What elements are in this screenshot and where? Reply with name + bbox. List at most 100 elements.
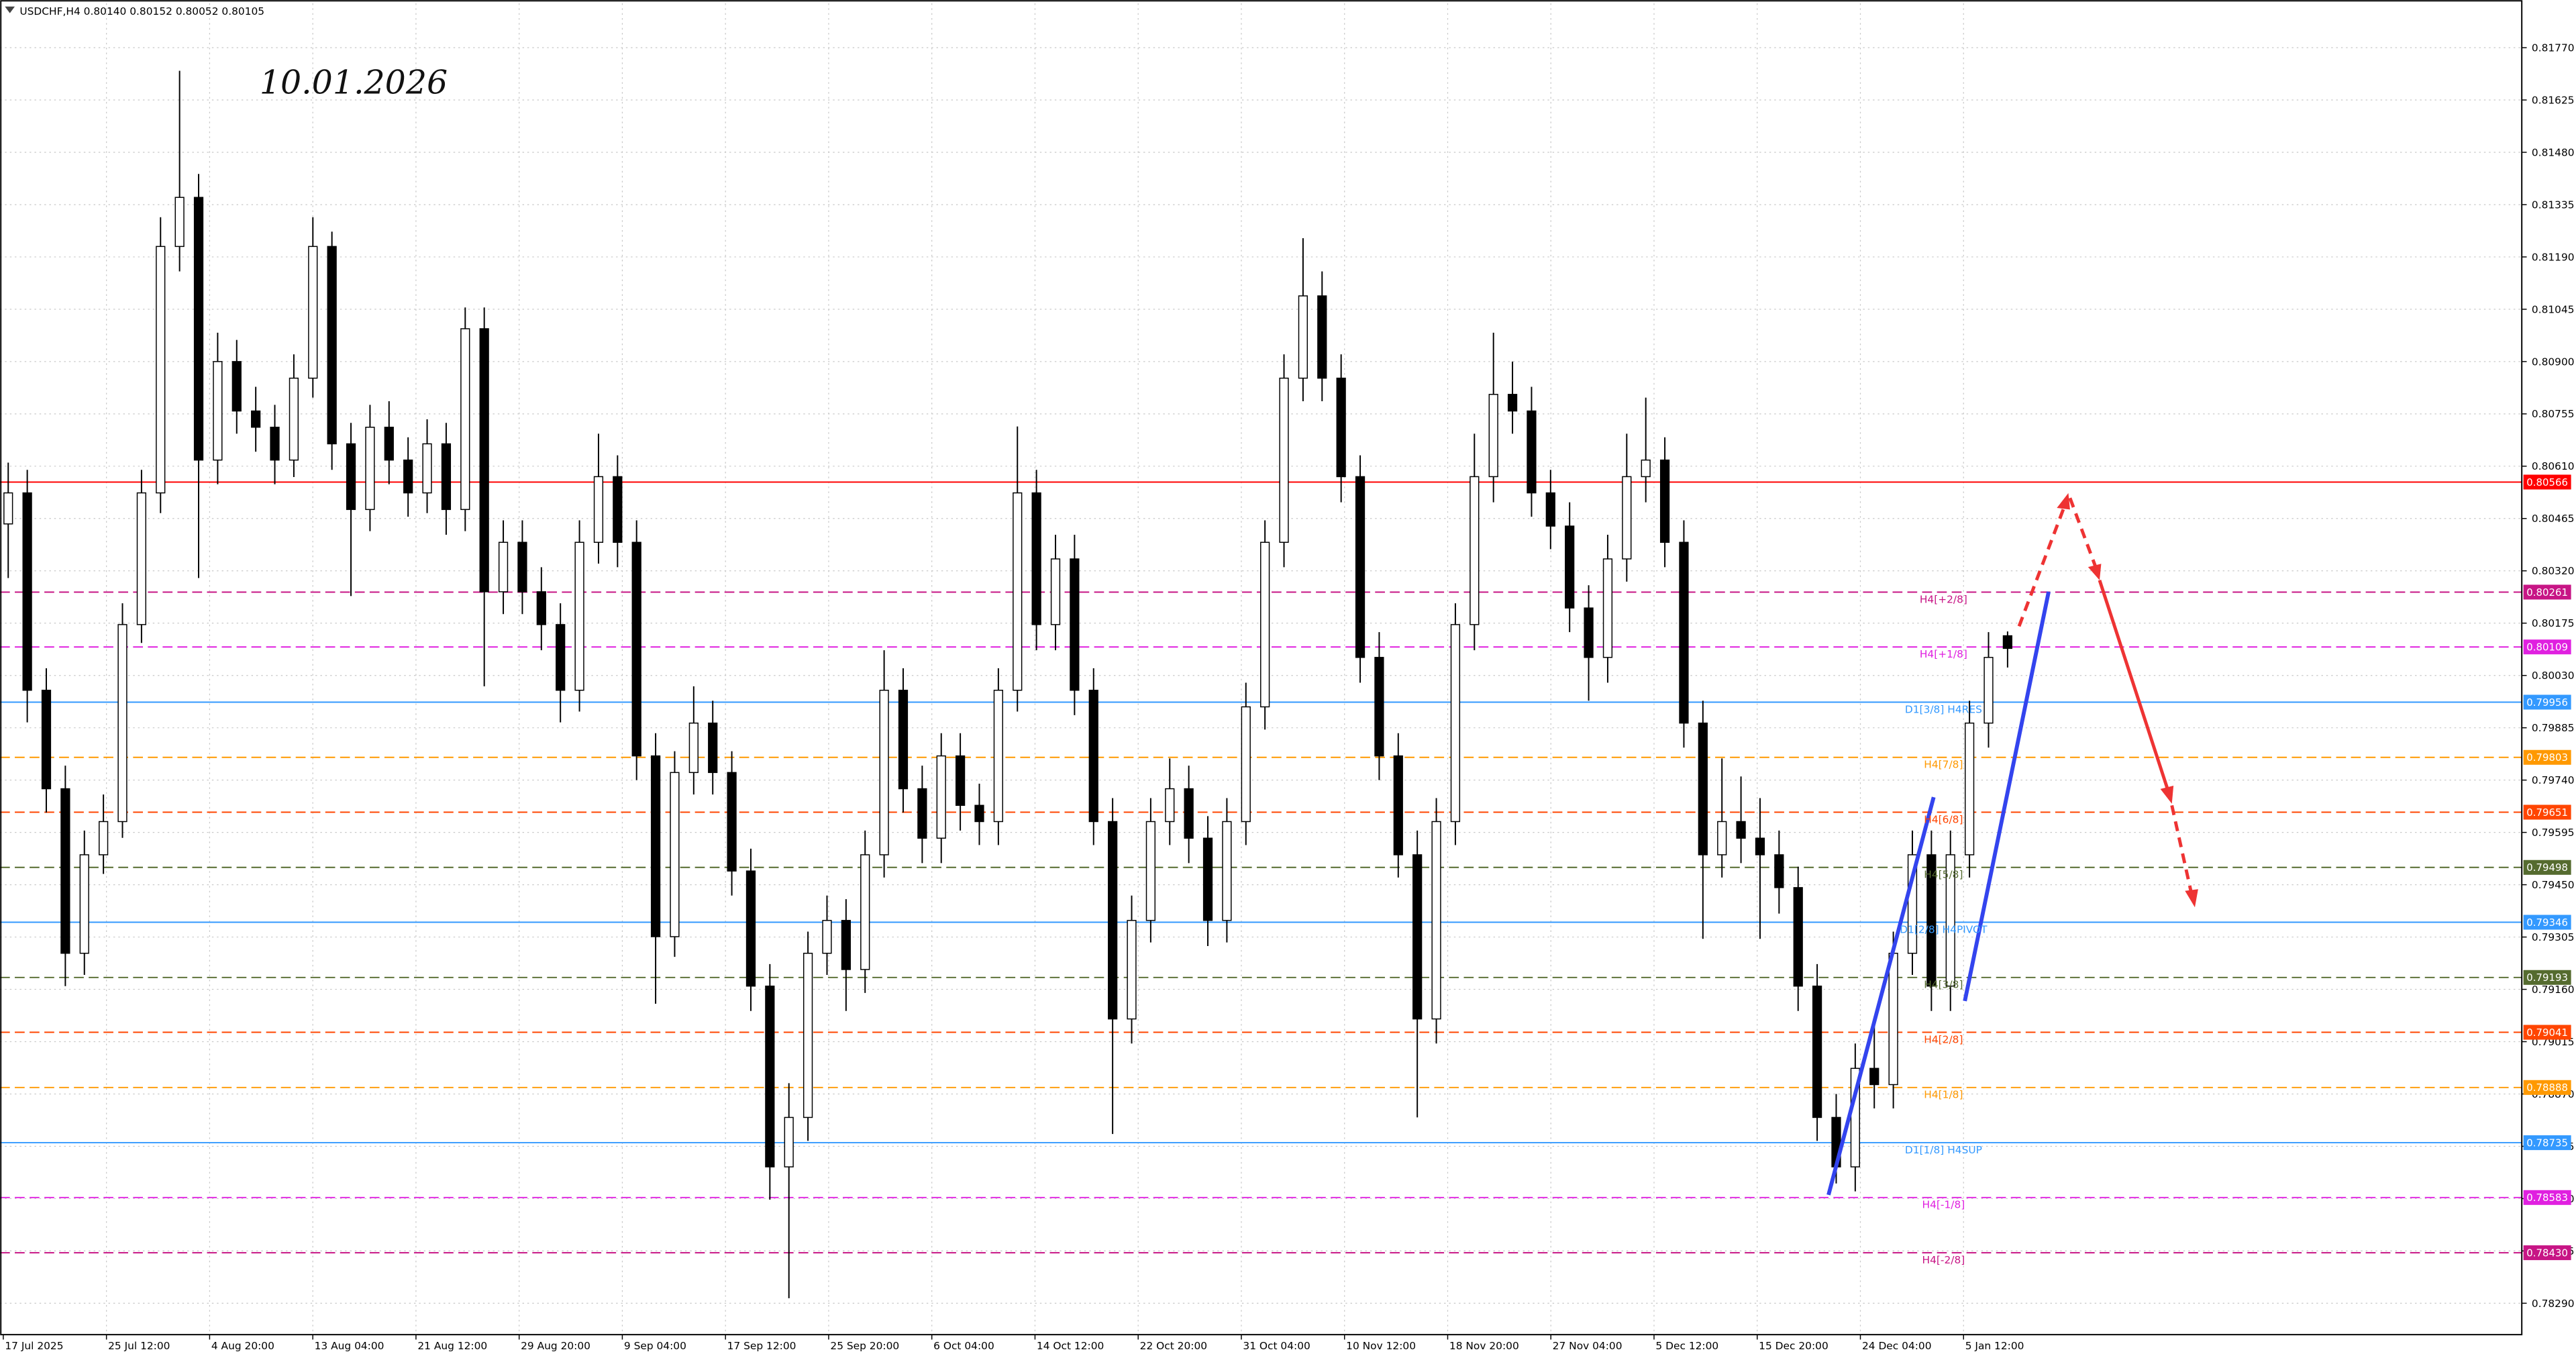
candle-body [536,591,546,625]
x-tick-label: 13 Aug 04:00 [315,1340,384,1352]
candle-body [403,459,413,494]
x-tick-label: 27 Nov 04:00 [1553,1340,1622,1352]
candle-body [1108,821,1118,1020]
y-tick-label: 0.80755 [2532,408,2575,420]
candle-body [1450,624,1461,823]
x-tick-label: 18 Nov 20:00 [1449,1340,1519,1352]
candle-body [1565,525,1575,609]
price-box-label: 0.79651 [2526,806,2568,819]
candle-body [3,492,13,525]
price-box [2523,804,2571,820]
price-box-label: 0.78888 [2526,1082,2568,1094]
candle-body [1412,854,1423,1020]
level-label: H4[3/8] [1924,979,1963,991]
price-box [2523,1080,2571,1095]
candle-body [784,1116,794,1167]
candle-body [1888,953,1898,1086]
candle-body [879,690,889,855]
trend-line [1826,796,1936,1196]
y-tick-label: 0.79450 [2532,879,2575,891]
candle-body [670,772,680,937]
candle-body [574,541,584,691]
price-box [2523,1025,2571,1040]
candle-body [231,361,242,412]
drawings [1826,492,2198,1196]
arrow-head [2088,564,2102,580]
price-box [2523,584,2571,600]
candle-body [365,427,375,511]
price-box-label: 0.79498 [2526,862,2568,874]
candle-body [1622,476,1632,560]
price-box-label: 0.78430 [2526,1247,2568,1259]
candle-body [1602,558,1613,658]
candle-body [955,755,966,806]
trend-line [1963,591,2051,1002]
level-label: H4[+1/8] [1920,648,1967,660]
x-tick-label: 15 Dec 20:00 [1759,1340,1828,1352]
forecast-arrow [2017,504,2067,627]
candle-body [1260,541,1270,708]
level-label: D1[3/8] H4RES [1905,703,1982,715]
candle-body [1755,837,1765,855]
x-tick-label: 6 Oct 04:00 [933,1340,994,1352]
level-label: D1[2/8] H4PIVOT [1900,923,1988,935]
candle-body [1222,821,1232,921]
candle-body [993,690,1003,823]
level-label: H4[7/8] [1924,759,1963,771]
candle-body [650,755,661,937]
price-box-label: 0.79803 [2526,751,2568,764]
candle-body [1983,657,1994,724]
candle-body [1013,492,1023,691]
candle-body [1355,476,1366,658]
candle-body [860,854,870,970]
candle-body [1184,788,1194,839]
y-tick-label: 0.78290 [2532,1298,2575,1310]
candle-body [251,410,261,428]
candle-body [1774,854,1784,888]
candle-body [1812,985,1822,1118]
candle-body [841,920,851,970]
candle-body [745,870,756,987]
candle-body [156,246,166,494]
level-label: H4[6/8] [1924,813,1963,825]
y-tick-label: 0.81480 [2532,146,2575,158]
price-box [2523,970,2571,985]
candle-body [193,197,204,461]
price-box-label: 0.80109 [2526,641,2568,654]
candle-body [1945,854,1955,987]
arrow-head [2160,785,2174,804]
plot-frame [0,0,2523,1336]
x-tick-label: 24 Dec 04:00 [1862,1340,1932,1352]
price-box-label: 0.79346 [2526,917,2568,929]
y-tick-label: 0.81045 [2532,303,2575,315]
candle-body [1679,541,1689,724]
price-box [2523,915,2571,930]
candle-body [1165,788,1175,823]
candle-body [1717,821,1727,855]
candle-body [1641,459,1651,478]
y-tick-label: 0.79740 [2532,774,2575,786]
candle-body [1698,722,1708,855]
price-box [2523,474,2571,490]
level-label: H4[-1/8] [1922,1199,1965,1211]
candle-body [117,624,127,823]
candle-body [936,755,946,839]
x-tick-label: 14 Oct 12:00 [1037,1340,1104,1352]
level-label: H4[2/8] [1924,1033,1963,1045]
x-tick-label: 5 Jan 12:00 [1965,1340,2024,1352]
arrow-head [2185,889,2198,908]
price-box-label: 0.78583 [2526,1192,2568,1204]
level-label: H4[-2/8] [1922,1254,1965,1266]
candle-body [1527,410,1537,494]
candle-body [22,492,32,691]
candle-body [1279,377,1289,543]
candle-body [917,788,927,839]
candles [3,70,2012,1298]
x-tick-label: 4 Aug 20:00 [211,1340,274,1352]
candle-body [1145,821,1156,921]
candle-body [898,690,909,790]
x-tick-label: 31 Oct 04:00 [1243,1340,1310,1352]
candle-body [708,722,718,774]
candle-body [1298,295,1308,379]
price-box [2523,1245,2571,1261]
